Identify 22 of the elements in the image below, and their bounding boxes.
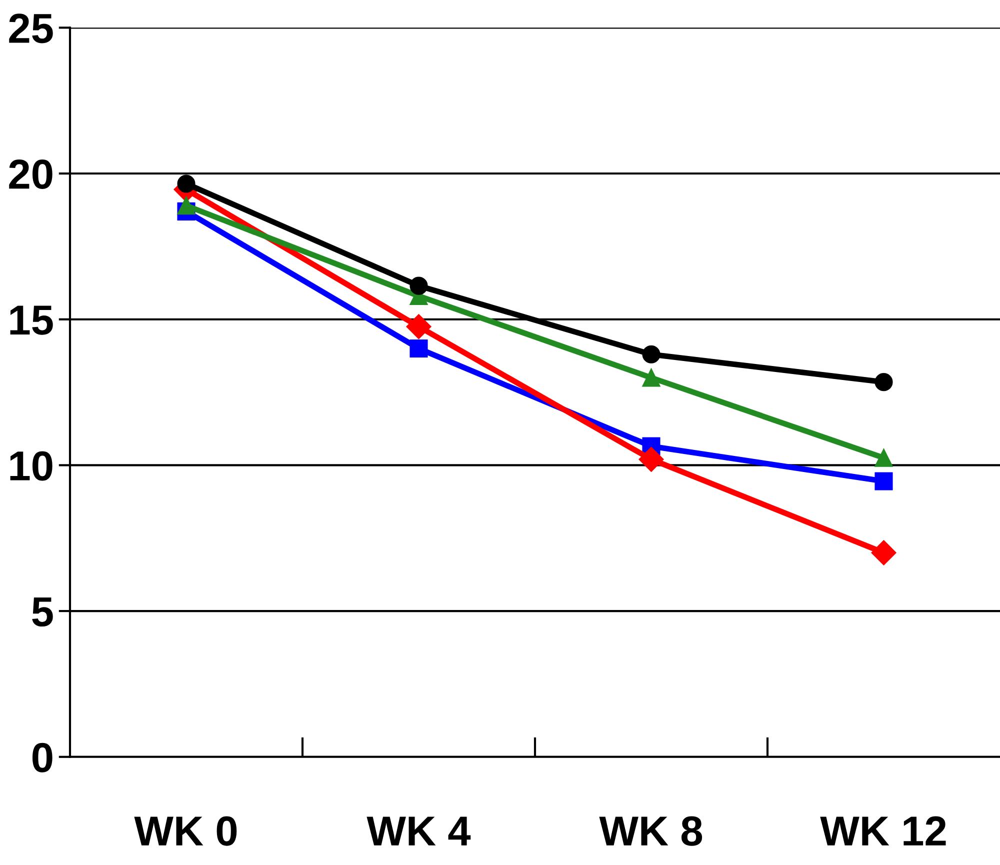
- point: [406, 314, 432, 340]
- point: [874, 448, 893, 467]
- point: [874, 373, 893, 392]
- y-tick-label: 5: [32, 597, 53, 627]
- y-tick-label: 0: [32, 742, 52, 772]
- point: [642, 368, 660, 387]
- y-tick-label: 15: [10, 306, 53, 335]
- point: [410, 340, 428, 358]
- y-tick-label: 25: [9, 14, 53, 44]
- x-tick-label: WK 0: [134, 816, 237, 846]
- y-tick-label: 20: [9, 160, 52, 190]
- point: [638, 446, 664, 472]
- point: [874, 472, 893, 490]
- point: [642, 345, 660, 364]
- point: [177, 174, 196, 193]
- y-tick-label: 10: [10, 451, 52, 481]
- point: [871, 540, 896, 566]
- x-tick-label: WK 12: [820, 816, 946, 846]
- x-tick-label: WK 4: [366, 816, 471, 846]
- point: [177, 196, 196, 215]
- point: [410, 276, 428, 295]
- x-tick-label: WK 8: [599, 816, 702, 846]
